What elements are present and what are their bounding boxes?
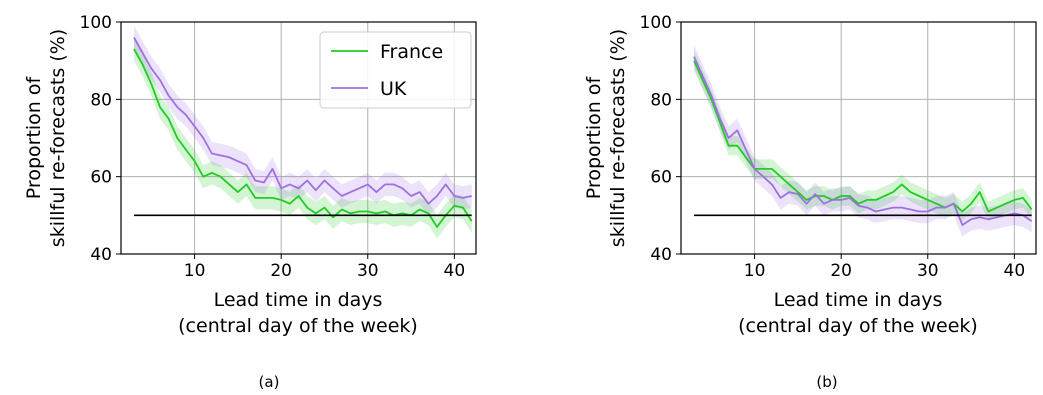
x-axis-label-line1: Lead time in days: [774, 289, 943, 311]
series-line-uk: [693, 56, 1033, 226]
x-axis-label-line2: (central day of the week): [738, 315, 978, 337]
y-axis-label-line2: skillful re-forecasts (%): [607, 29, 629, 247]
x-tick-label: 20: [830, 261, 852, 281]
x-tick-label: 40: [1004, 261, 1026, 281]
x-tick-label: 30: [357, 261, 379, 281]
chart-panel-2: 10 20 30 40 40 60 80 100 Lead time in days (centr…: [583, 13, 1037, 391]
y-tick-label: 60: [650, 168, 672, 188]
series-line-uk: [133, 37, 472, 205]
axes-frame: [680, 21, 1037, 255]
y-tick-label: 60: [90, 168, 112, 188]
y-axis-label-line2: skillful re-forecasts (%): [47, 29, 69, 247]
x-tick-label: 20: [270, 261, 292, 281]
y-tick-label: 100: [80, 13, 112, 33]
confidence-band-france: [134, 37, 472, 239]
legend-label-uk: UK: [380, 78, 407, 100]
y-tick-label: 80: [90, 90, 112, 110]
panel-caption: (a): [259, 373, 280, 391]
x-axis-label-line1: Lead time in days: [214, 289, 383, 311]
legend-label-france: France: [380, 41, 443, 63]
x-tick-label: 30: [917, 261, 939, 281]
y-tick-label: 100: [640, 13, 672, 33]
x-tick-label: 40: [444, 261, 466, 281]
y-axis-label-line1: Proportion of: [23, 75, 45, 199]
y-tick-label: 80: [650, 90, 672, 110]
confidence-band-france: [694, 51, 1032, 222]
x-tick-label: 10: [184, 261, 206, 281]
y-axis-label-line1: Proportion of: [583, 75, 605, 199]
y-tick-label: 40: [650, 245, 672, 265]
x-axis-label-line2: (central day of the week): [178, 315, 418, 337]
chart-panel-1: 10 20 30 40 40 60 80 100 Lead time in days (centr…: [23, 13, 477, 391]
panel-caption: (b): [816, 373, 837, 391]
series-line-france: [133, 48, 473, 228]
confidence-band-uk: [134, 25, 472, 216]
y-tick-label: 40: [90, 245, 112, 265]
x-tick-label: 10: [744, 261, 766, 281]
confidence-band-uk: [694, 45, 1032, 237]
series-line-france: [693, 60, 1033, 213]
axes-frame: [120, 21, 477, 255]
legend: France UK: [319, 31, 472, 109]
